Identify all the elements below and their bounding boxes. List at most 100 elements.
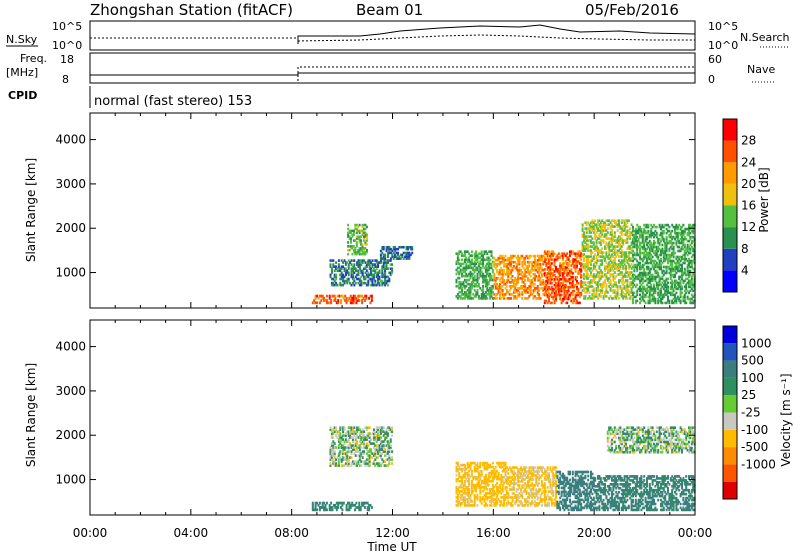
echo-cell [484,276,487,280]
echo-cell [633,283,636,287]
echo-cell [578,262,581,265]
colorbar-segment [723,205,737,228]
echo-cell [535,478,538,481]
echo-cell [651,277,654,281]
echo-cell [640,267,643,271]
echo-cell [522,281,525,284]
echo-cell [584,263,587,266]
echo-cell [377,436,380,439]
echo-cell [636,241,639,245]
echo-cell [333,462,336,465]
echo-cell [490,286,493,290]
echo-cell [562,258,564,261]
echo-cell [489,463,492,467]
echo-cell [683,259,686,263]
echo-cell [536,468,539,471]
echo-cell [489,289,492,292]
echo-cell [461,258,464,262]
echo-cell [679,299,682,303]
echo-cell [470,482,473,485]
echo-cell [337,430,340,433]
echo-cell [675,267,678,271]
echo-cell [336,430,339,433]
echo-cell [370,283,373,287]
echo-cell [620,221,623,224]
echo-cell [671,263,674,267]
echo-cell [496,477,499,481]
echo-cell [346,460,349,463]
echo-cell [468,463,471,467]
echo-cell [487,282,490,286]
echo-cell [341,503,344,507]
echo-cell [505,478,508,481]
echo-cell [351,296,354,300]
echo-cell [625,297,627,300]
echo-cell [618,267,620,270]
echo-cell [482,262,485,266]
echo-cell [654,271,657,275]
echo-cell [574,258,577,261]
echo-cell [640,231,643,235]
echo-cell [479,469,482,473]
echo-cell [360,460,363,463]
echo-cell [521,281,524,284]
echo-cell [616,263,619,266]
echo-cell [548,266,550,269]
echo-cell [570,250,573,253]
echo-cell [486,488,489,491]
echo-cell [507,291,510,294]
echo-cell [594,219,597,222]
echo-cell [475,477,478,481]
echo-cell [583,231,585,234]
echo-cell [337,294,340,298]
echo-cell [522,266,525,270]
echo-cell [346,450,349,453]
echo-cell [522,486,525,489]
echo-cell [510,480,513,483]
echo-cell [553,299,556,303]
echo-cell [529,502,532,505]
echo-cell [517,295,520,298]
echo-cell [655,253,658,257]
echo-cell [581,241,584,244]
echo-cell [385,464,388,467]
echo-cell [592,275,595,278]
echo-cell [477,252,480,255]
echo-cell [372,434,375,437]
echo-cell [510,281,513,284]
echo-cell [689,251,692,255]
echo-cell [598,223,601,226]
echo-cell [620,277,623,280]
echo-cell [609,257,612,260]
echo-cell [473,268,476,272]
echo-cell [484,461,487,465]
echo-cell [503,482,506,485]
echo-cell [689,297,692,301]
echo-cell [681,265,683,269]
echo-cell [500,475,503,479]
echo-cell [337,462,340,465]
echo-cell [482,254,485,257]
echo-cell [517,270,520,274]
echo-cell [618,273,620,276]
echo-cell [533,258,536,262]
echo-cell [482,482,485,485]
echo-cell [641,259,644,263]
echo-cell [311,508,314,512]
echo-cell [605,223,608,226]
echo-cell [601,219,604,222]
echo-cell [634,285,637,289]
echo-cell [407,246,409,249]
echo-cell [522,258,525,262]
echo-cell [585,273,588,276]
echo-cell [632,297,634,301]
echo-cell [688,227,690,231]
echo-cell [549,466,552,469]
echo-cell [361,440,364,443]
echo-cell [368,440,371,443]
echo-cell [591,295,594,298]
echo-cell [669,275,672,279]
echo-cell [337,267,340,270]
echo-cell [665,249,668,253]
echo-cell [655,275,658,279]
